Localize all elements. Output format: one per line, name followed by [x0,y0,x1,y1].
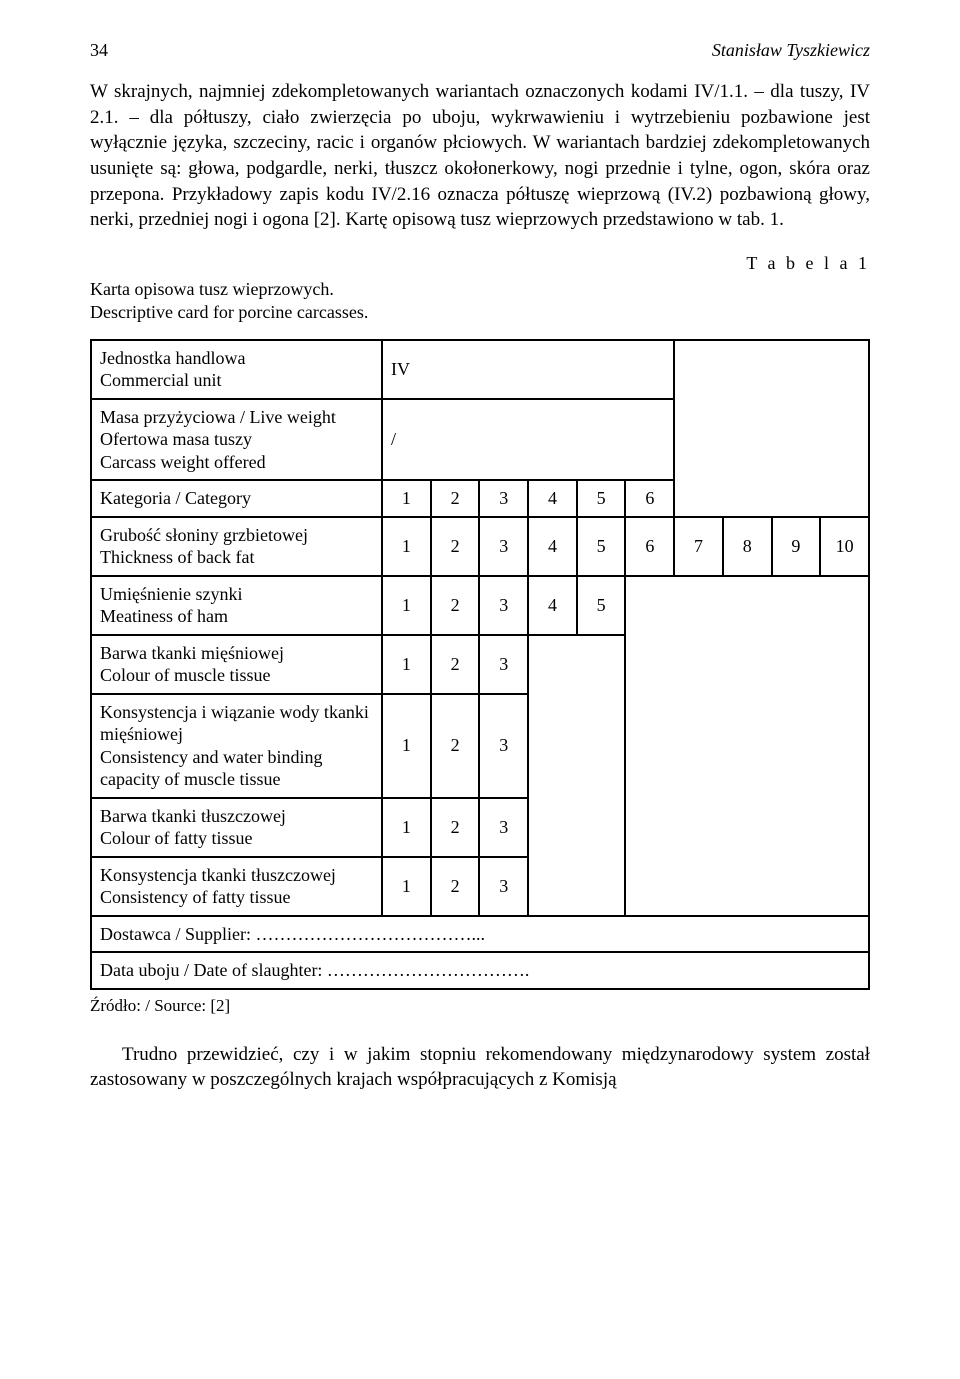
cell: 3 [479,694,528,798]
row3-label-pl: Grubość słoniny grzbietowej [100,525,308,545]
blank-cell [674,340,869,517]
cell: 1 [382,857,431,916]
row1-label: Masa przyżyciowa / Live weight Ofertowa … [91,399,382,481]
row3-label-en: Thickness of back fat [100,547,254,567]
cell: 1 [382,694,431,798]
row5-label-en: Colour of muscle tissue [100,665,270,685]
cell: 1 [382,798,431,857]
cell: 3 [479,798,528,857]
row8-label-pl: Konsystencja tkanki tłuszczowej [100,865,336,885]
cell: 6 [625,480,674,517]
cell: 3 [479,480,528,517]
caption-en: Descriptive card for porcine carcasses. [90,302,368,322]
table-row: Data uboju / Date of slaughter: ……………………… [91,952,869,989]
cell: 2 [431,798,480,857]
row1-label-pl: Masa przyżyciowa / Live weight [100,407,336,427]
row1-label-mid: Ofertowa masa tuszy [100,429,252,449]
supplier-cell: Dostawca / Supplier: ………………………………... [91,916,869,953]
cell: 2 [431,576,480,635]
page-header: 34 Stanisław Tyszkiewicz [90,40,870,61]
cell: 1 [382,635,431,694]
cell: 2 [431,635,480,694]
row4-label-pl: Umięśnienie szynki [100,584,242,604]
row1-slash: / [382,399,674,481]
row0-label-pl: Jednostka handlowa [100,348,245,368]
row7-label: Barwa tkanki tłuszczowej Colour of fatty… [91,798,382,857]
cell: 2 [431,694,480,798]
blank-cell [528,635,625,916]
row0-label: Jednostka handlowa Commercial unit [91,340,382,399]
header-author: Stanisław Tyszkiewicz [712,40,870,61]
cell: 2 [431,517,480,576]
row0-label-en: Commercial unit [100,370,221,390]
blank-cell [625,576,869,916]
cell: 5 [577,576,626,635]
cell: 3 [479,635,528,694]
paragraph-2: Trudno przewidzieć, czy i w jakim stopni… [90,1042,870,1093]
cell: 3 [479,576,528,635]
cell: 6 [625,517,674,576]
cell: 3 [479,517,528,576]
table-row: Grubość słoniny grzbietowej Thickness of… [91,517,869,576]
row7-label-en: Colour of fatty tissue [100,828,252,848]
row5-label: Barwa tkanki mięśniowej Colour of muscle… [91,635,382,694]
source-line: Źródło: / Source: [2] [90,996,870,1016]
page-number: 34 [90,40,108,61]
caption-pl: Karta opisowa tusz wieprzowych. [90,279,334,299]
cell: 4 [528,517,577,576]
row1-label-en: Carcass weight offered [100,452,266,472]
cell: 1 [382,517,431,576]
paragraph-1: W skrajnych, najmniej zdekompletowanych … [90,79,870,233]
cell: 9 [772,517,821,576]
cell: 5 [577,480,626,517]
cell: 2 [431,857,480,916]
cell: 4 [528,480,577,517]
date-cell: Data uboju / Date of slaughter: ……………………… [91,952,869,989]
cell: 5 [577,517,626,576]
cell: 4 [528,576,577,635]
cell: 1 [382,576,431,635]
row4-label: Umięśnienie szynki Meatiness of ham [91,576,382,635]
row5-label-pl: Barwa tkanki mięśniowej [100,643,284,663]
cell: 8 [723,517,772,576]
descriptive-card-table: Jednostka handlowa Commercial unit IV Ma… [90,339,870,990]
row6-label-en: Consistency and water binding capacity o… [100,747,322,790]
row2-label: Kategoria / Category [91,480,382,517]
row6-label: Konsystencja i wiązanie wody tkanki mięś… [91,694,382,798]
cell: 7 [674,517,723,576]
table-caption: Karta opisowa tusz wieprzowych. Descript… [90,278,870,325]
row7-label-pl: Barwa tkanki tłuszczowej [100,806,286,826]
row3-label: Grubość słoniny grzbietowej Thickness of… [91,517,382,576]
table-label: T a b e l a 1 [90,253,870,274]
cell: 10 [820,517,869,576]
cell: 1 [382,480,431,517]
table-row: Umięśnienie szynki Meatiness of ham 1 2 … [91,576,869,635]
row8-label-en: Consistency of fatty tissue [100,887,290,907]
cell: 2 [431,480,480,517]
row0-iv: IV [382,340,674,399]
table-row: Dostawca / Supplier: ………………………………... [91,916,869,953]
row4-label-en: Meatiness of ham [100,606,228,626]
row8-label: Konsystencja tkanki tłuszczowej Consiste… [91,857,382,916]
cell: 3 [479,857,528,916]
row6-label-pl: Konsystencja i wiązanie wody tkanki mięś… [100,702,369,745]
table-row: Jednostka handlowa Commercial unit IV [91,340,869,399]
